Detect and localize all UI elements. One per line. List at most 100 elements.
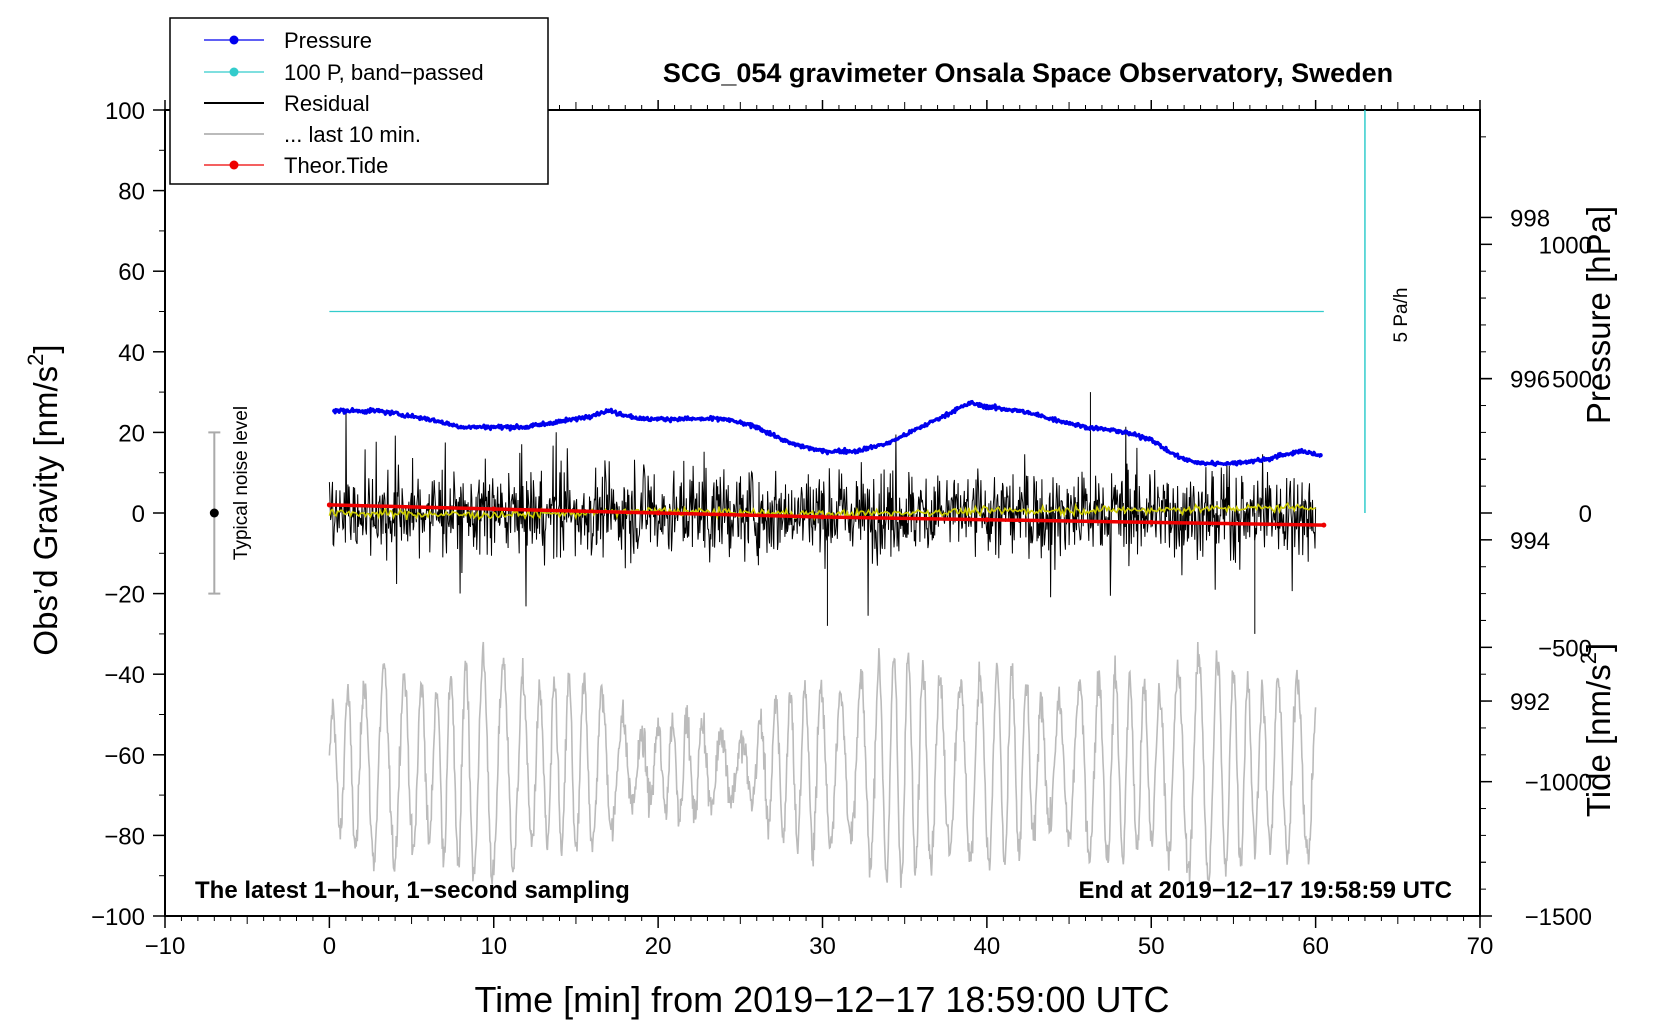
legend-marker-pressure (229, 35, 239, 45)
gravity-tick-label: 80 (118, 179, 145, 206)
gravity-tick-label: −20 (104, 582, 145, 609)
tide-point (820, 514, 825, 520)
tide-point (984, 517, 990, 523)
x-tick-label: 50 (1138, 933, 1165, 960)
y-axis-label-tide: Tide [nm/s2] (1576, 643, 1617, 817)
x-tick-label: 40 (974, 933, 1001, 960)
tide-point (491, 506, 497, 512)
pressure-point (754, 424, 759, 430)
y-axis-label-gravity: Obs’d Gravity [nm/s2] (23, 344, 64, 655)
pressure-point (1181, 457, 1187, 462)
chart-title: SCG_054 gravimeter Onsala Space Observat… (663, 58, 1393, 88)
pressure-point (606, 408, 612, 414)
legend-label-residual: Residual (284, 91, 370, 116)
gravity-tick-label: 60 (118, 259, 145, 286)
legend-label-bandpassed: 100 P, band−passed (284, 60, 484, 85)
legend-entry-last10: ... last 10 min. (204, 122, 421, 147)
tide-point (655, 510, 661, 516)
x-tick-label: 60 (1302, 933, 1329, 960)
pressure-point (1083, 424, 1088, 430)
pressure-point (1280, 453, 1285, 458)
legend-entry-pressure: Pressure (204, 28, 372, 53)
tide-tick-label: −1500 (1525, 904, 1592, 931)
tide-point (1321, 522, 1327, 528)
series-tide (326, 502, 1327, 528)
tide-tick-label: −500 (1538, 635, 1592, 662)
pressure-point (425, 416, 431, 422)
x-tick-label: −10 (145, 933, 186, 960)
noise-level-label: Typical noise level (231, 406, 252, 560)
legend-entry-bandpassed: 100 P, band−passed (204, 60, 484, 85)
tide-point (326, 502, 332, 508)
pressure-point (853, 448, 858, 454)
pressure-point (1318, 453, 1323, 458)
pressure-point (458, 424, 464, 430)
pressure-point (491, 424, 496, 430)
noise-center-dot (209, 508, 219, 518)
x-tick-label: 10 (480, 933, 507, 960)
series-residual-smoothed-line (328, 501, 1316, 522)
pressure-point (1231, 461, 1236, 466)
pressure-point (787, 440, 792, 446)
tide-tick-label: 1000 (1539, 232, 1592, 259)
pressure-tick-label: 992 (1510, 689, 1550, 716)
pressure-point (1050, 416, 1055, 422)
gravity-tick-label: 100 (105, 98, 145, 125)
gravity-axis: −100 −80 −60 −40 −20 0 20 40 60 80 100 (91, 98, 165, 931)
series-layer (326, 310, 1327, 888)
gravity-tick-label: 20 (118, 420, 145, 447)
pressure-point (524, 424, 529, 430)
x-axis: −10 0 10 20 30 40 50 60 70 (145, 100, 1494, 960)
pressure-tick-label: 996 (1510, 367, 1550, 394)
x-axis-label: Time [min] from 2019−12−17 18:59:00 UTC (474, 979, 1169, 1020)
sampling-note: The latest 1−hour, 1−second sampling (195, 877, 630, 904)
legend-label-last10: ... last 10 min. (284, 122, 421, 147)
end-time-note: End at 2019−12−17 19:58:59 UTC (1078, 877, 1452, 904)
legend: Pressure 100 P, band−passed Residual ...… (169, 17, 549, 185)
tide-point (1148, 519, 1154, 525)
legend-label-pressure: Pressure (284, 28, 372, 53)
legend-box (169, 17, 549, 185)
pressure-tick-label: 994 (1510, 528, 1550, 555)
legend-label-tide: Theor.Tide (284, 153, 388, 178)
gravity-tick-label: −40 (104, 662, 145, 689)
x-tick-label: 20 (645, 933, 672, 960)
pressure-point (721, 416, 727, 422)
pressure-point (984, 404, 990, 410)
series-pressure-line (332, 399, 1323, 467)
pressure-point (968, 400, 973, 406)
x-tick-label: 0 (323, 933, 336, 960)
pressure-point (1264, 457, 1269, 462)
noise-level-indicator (208, 431, 221, 595)
pressure-point (1198, 461, 1203, 466)
pressure-point (639, 416, 644, 422)
pa-scale-label: 5 Pa/h (1391, 288, 1412, 343)
gravity-tick-label: −100 (91, 904, 145, 931)
pressure-point (1296, 448, 1302, 454)
x-tick-label: 30 (809, 933, 836, 960)
gravity-tick-label: 0 (132, 501, 145, 528)
legend-entry-tide: Theor.Tide (204, 153, 388, 178)
pressure-point (573, 416, 579, 422)
pressure-point (886, 440, 891, 446)
y-axis-label-pressure: Pressure [hPa] (1580, 206, 1617, 424)
x-tick-label: 70 (1467, 933, 1494, 960)
pressure-tide-axis: 992 994 996 998 −1500 −1000 −500 0 500 1000 (1480, 136, 1592, 931)
pressure-point (1017, 408, 1022, 414)
pressure-point (918, 424, 924, 430)
gravity-tick-label: −80 (104, 823, 145, 850)
gravity-tick-label: −60 (104, 743, 145, 770)
pressure-tick-label: 998 (1510, 205, 1550, 232)
pressure-point (1165, 448, 1170, 454)
pressure-point (951, 408, 957, 414)
pressure-point (820, 448, 825, 454)
series-last10min-line (328, 641, 1317, 888)
legend-marker-bandpassed (229, 67, 239, 77)
pressure-point (1116, 428, 1121, 434)
legend-entry-residual: Residual (204, 91, 370, 116)
tide-tick-label: 0 (1579, 501, 1592, 528)
gravity-tick-label: 40 (118, 340, 145, 367)
tide-tick-label: 500 (1552, 367, 1592, 394)
pressure-point (1149, 436, 1154, 442)
